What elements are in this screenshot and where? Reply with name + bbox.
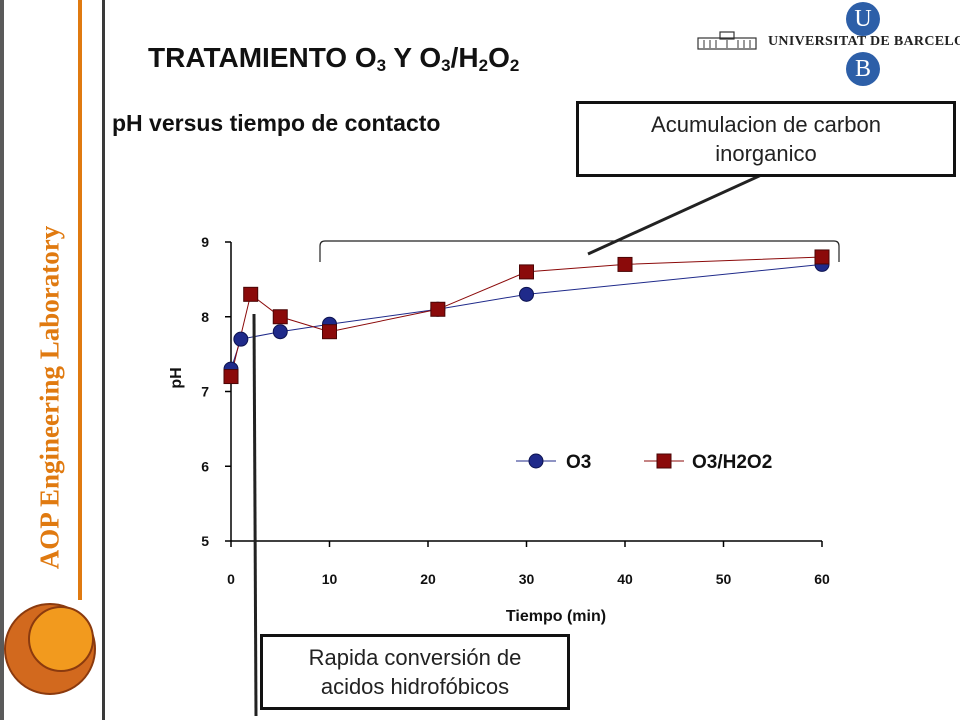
data-point-o3-h2o2 xyxy=(617,256,633,272)
data-point-o3 xyxy=(272,324,288,340)
title-part: Y O xyxy=(386,42,442,73)
left-border-line xyxy=(0,0,4,720)
slide-subtitle: pH versus tiempo de contacto xyxy=(112,110,441,136)
x-tick-label: 20 xyxy=(420,571,436,587)
x-tick-label: 30 xyxy=(519,571,535,587)
callout-pointer-top xyxy=(587,170,769,256)
slide-title: TRATAMIENTO O3 Y O3/H2O2 xyxy=(148,42,519,76)
y-axis-title: pH xyxy=(168,367,185,388)
data-point-o3 xyxy=(233,331,249,347)
title-subscript: 3 xyxy=(376,56,387,75)
callout-line: Acumulacion de carbon xyxy=(651,112,881,137)
legend-marker-o3 xyxy=(528,453,544,469)
data-point-o3-h2o2 xyxy=(814,249,830,265)
legend-label-o3: O3 xyxy=(566,452,591,473)
callout-line: Rapida conversión de xyxy=(308,645,522,670)
lab-logo-inner-circle xyxy=(28,606,94,672)
title-part: /H xyxy=(450,42,479,73)
title-subscript: 2 xyxy=(509,56,520,75)
orange-accent-line xyxy=(78,0,82,600)
x-tick-label: 10 xyxy=(322,571,338,587)
title-subscript: 2 xyxy=(478,56,489,75)
x-tick-label: 0 xyxy=(227,571,235,587)
y-tick-label: 9 xyxy=(201,234,209,250)
data-point-o3-h2o2 xyxy=(519,264,534,280)
title-part: TRATAMIENTO O xyxy=(148,42,377,73)
data-point-o3 xyxy=(519,286,534,302)
data-point-o3-h2o2 xyxy=(243,286,259,302)
x-tick-label: 60 xyxy=(814,571,830,587)
y-tick-label: 6 xyxy=(201,458,209,474)
university-logo-u: U xyxy=(846,2,880,36)
title-part: O xyxy=(488,42,510,73)
callout-line: acidos hidrofóbicos xyxy=(320,674,510,699)
legend-marker-o3-h2o2 xyxy=(656,453,672,469)
callout-carbon-accumulation: Acumulacion de carbon inorganico xyxy=(576,101,956,177)
university-building-icon xyxy=(697,31,757,50)
bracket-annotation xyxy=(319,240,840,262)
x-tick-label: 40 xyxy=(617,571,633,587)
callout-line: inorganico xyxy=(715,141,817,166)
y-tick-label: 8 xyxy=(201,309,209,325)
callout-pointer-bottom xyxy=(252,313,258,717)
y-tick-label: 7 xyxy=(201,384,209,400)
university-logo-b: B xyxy=(846,52,880,86)
x-axis-title: Tiempo (min) xyxy=(506,608,606,625)
title-subscript: 3 xyxy=(441,56,451,75)
data-point-o3-h2o2 xyxy=(322,324,337,340)
data-point-o3-h2o2 xyxy=(430,301,446,317)
data-point-o3-h2o2 xyxy=(272,309,288,325)
university-name: UNIVERSITAT DE BARCELONA xyxy=(768,34,960,49)
callout-hydrophobic-conversion: Rapida conversión de acidos hidrofóbicos xyxy=(260,634,570,710)
data-point-o3-h2o2 xyxy=(223,369,239,385)
dark-divider-line xyxy=(102,0,105,720)
y-tick-label: 5 xyxy=(201,533,209,549)
series-line-1 xyxy=(230,263,823,370)
legend-label-o3-h2o2: O3/H2O2 xyxy=(692,452,772,473)
x-tick-label: 50 xyxy=(716,571,732,587)
